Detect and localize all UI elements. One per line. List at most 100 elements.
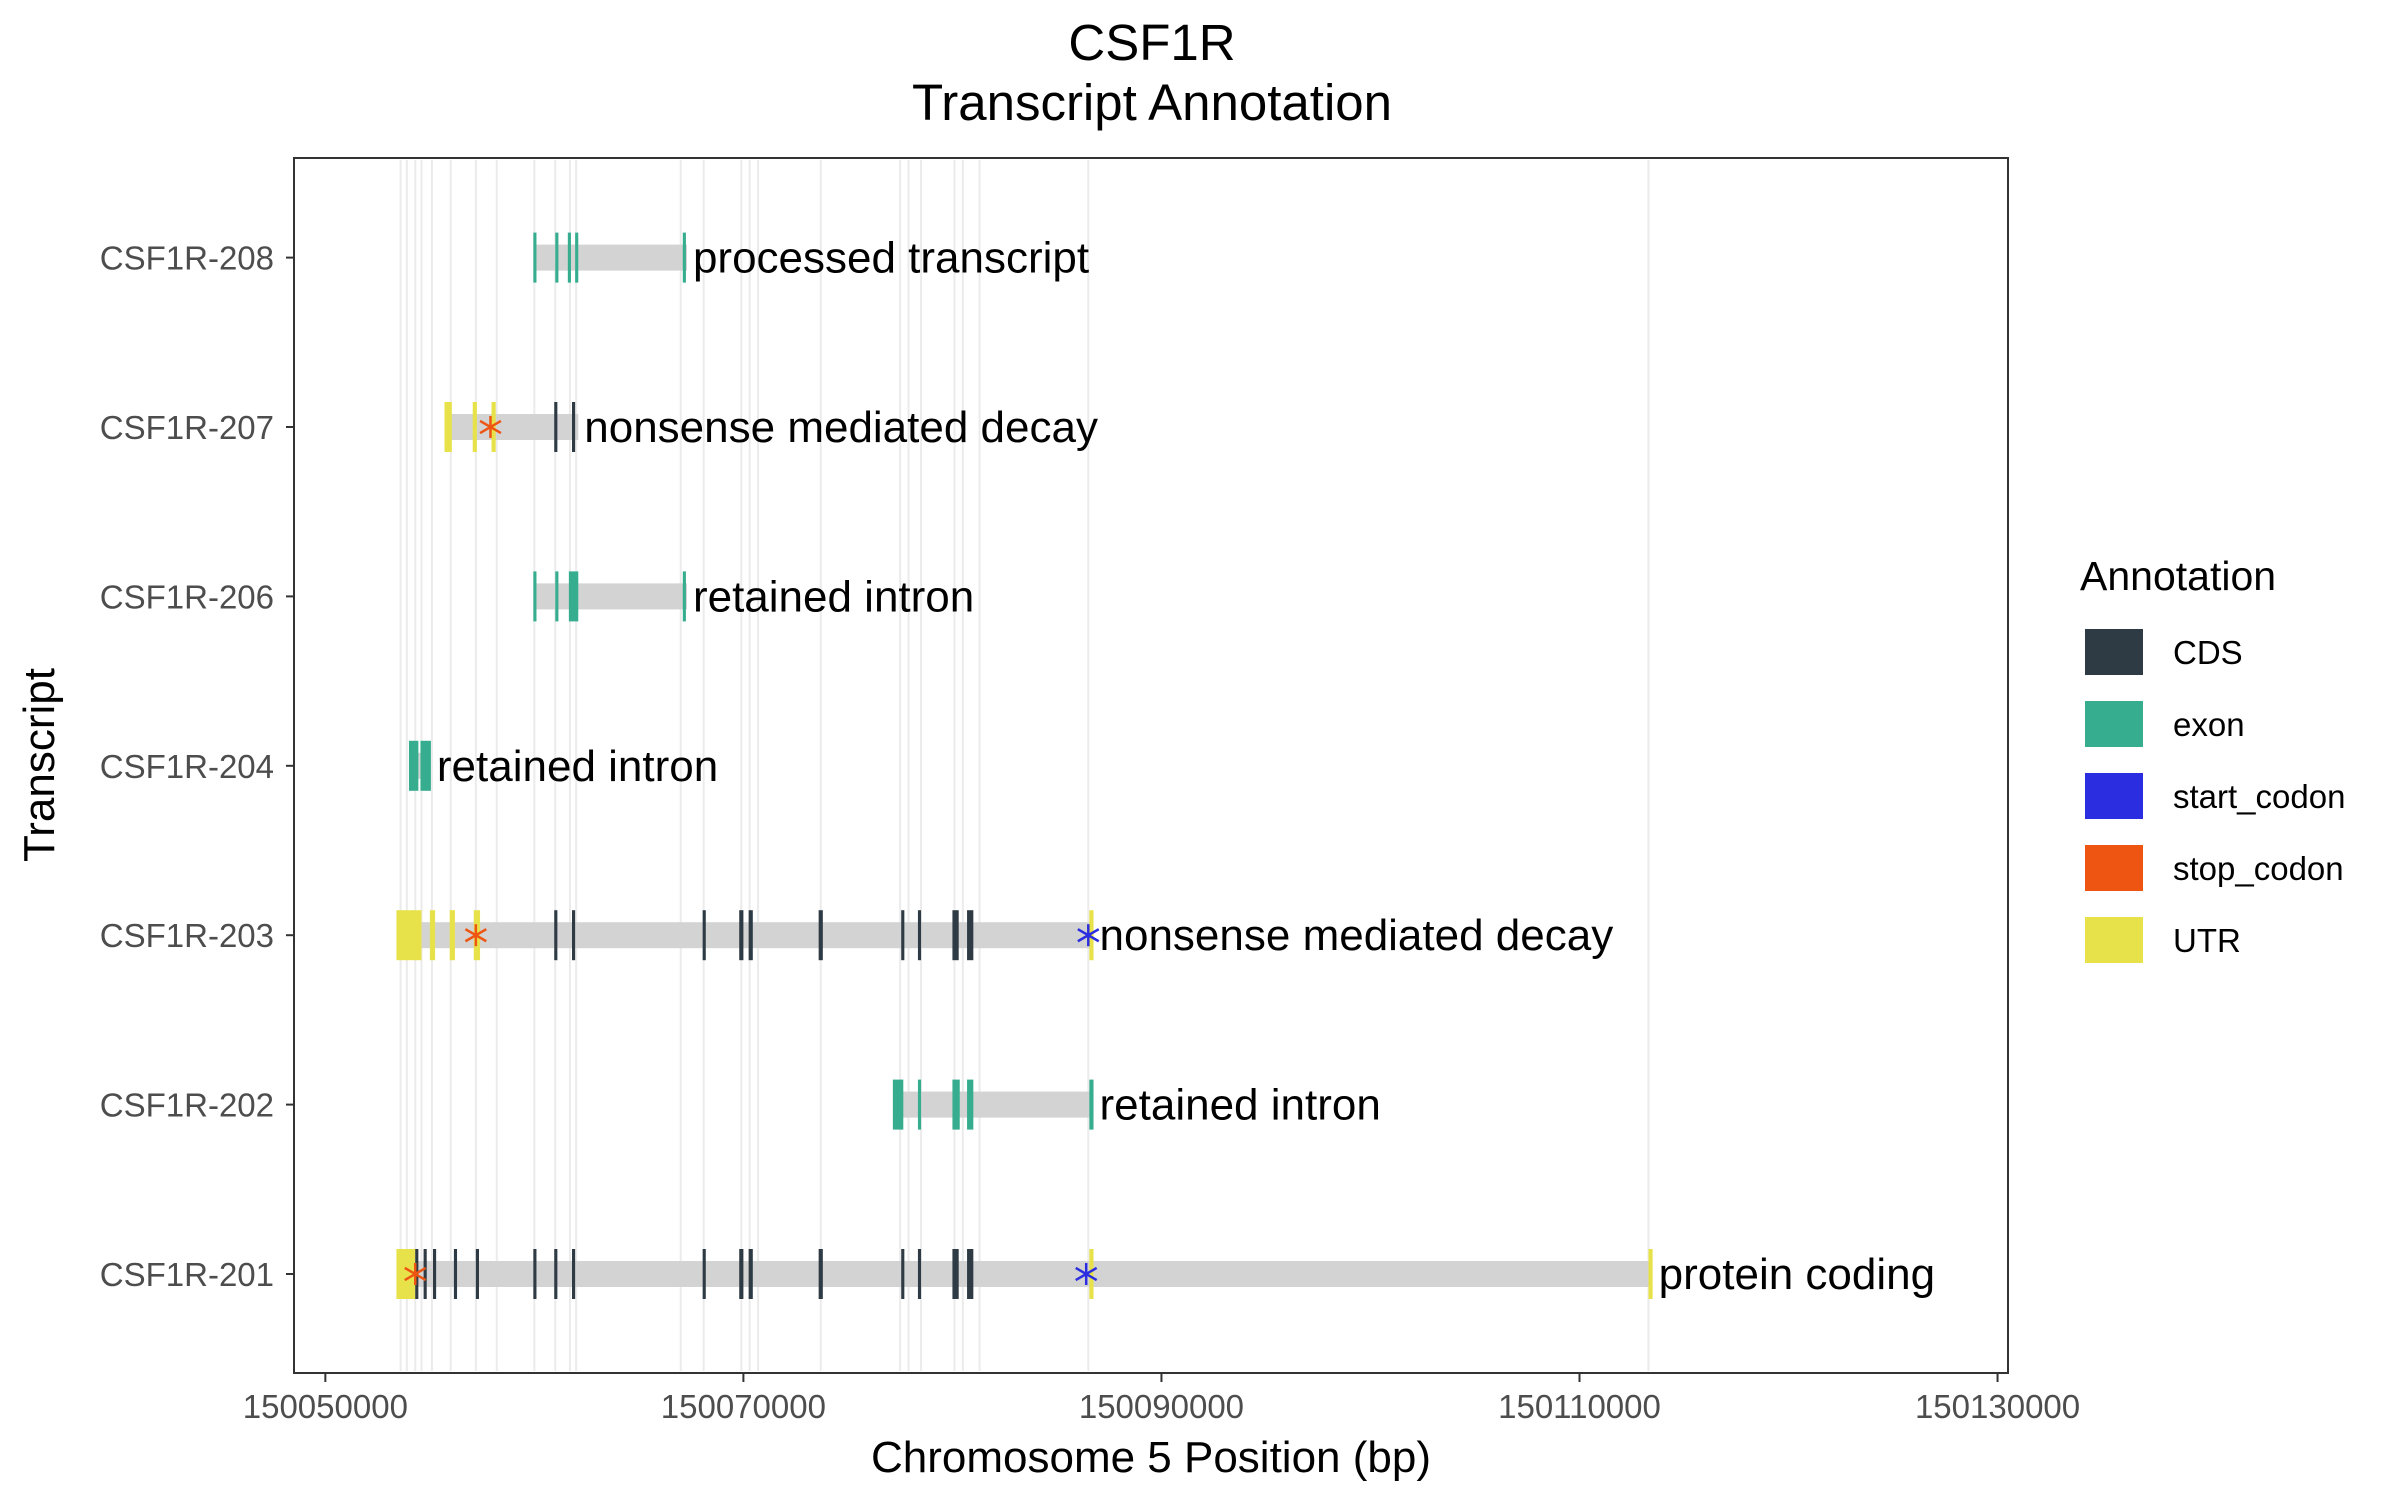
cds-block [952,910,959,961]
cds-block [453,1249,458,1299]
exon-block [917,1079,922,1130]
cds-block [475,1249,479,1299]
cds-block [917,1249,922,1299]
utr-block [396,910,422,961]
utr-block [1089,1249,1094,1299]
cds-block [901,910,905,961]
cds-block [952,1249,959,1299]
y-tick-label: CSF1R-201 [100,1256,274,1293]
x-tick-label: 150070000 [661,1388,826,1425]
utr-block [1648,1249,1653,1299]
start-codon-marker [1077,924,1100,947]
chart-title-line-2: Transcript Annotation [912,74,1392,131]
x-tick-label: 150050000 [243,1388,408,1425]
legend-swatch-utr [2085,917,2143,963]
stop-codon-marker [404,1263,427,1285]
exon-block [408,740,419,791]
intron-bar [398,922,1093,949]
utr-block [396,1249,416,1299]
marker-stroke [479,419,502,435]
y-tick-label: CSF1R-208 [100,240,274,277]
y-tick-label: CSF1R-203 [100,917,274,954]
marker-stroke [464,928,487,943]
y-tick-label: CSF1R-202 [100,1087,274,1124]
exon-block [420,740,431,791]
x-tick-label: 150090000 [1079,1388,1244,1425]
utr-block [449,910,455,961]
cds-block [572,910,576,961]
legend-swatch-start-codon [2085,773,2143,819]
guide-lines [399,160,1650,1371]
exon-block [555,571,559,622]
cds-block [554,910,558,961]
cds-block [423,1249,427,1299]
transcript-biotype-label: processed transcript [693,234,1089,283]
exon-block [952,1079,960,1130]
legend-swatch-exon [2085,701,2143,747]
exon-block [568,571,579,622]
y-axis: CSF1R-208 CSF1R-207 CSF1R-206 CSF1R-204 CSF1… [100,240,294,1293]
transcript-track: nonsense mediated decay [444,402,1098,452]
y-axis-title: Transcript [15,668,64,862]
intron-bar [895,1091,1093,1118]
utr-block [491,402,496,452]
start-codon-marker [1075,1263,1098,1285]
cds-block [748,910,753,961]
cds-block [739,1249,744,1299]
cds-block [433,1249,437,1299]
legend-title: Annotation [2080,553,2276,599]
y-tick-label: CSF1R-204 [100,748,274,785]
cds-block [739,910,744,961]
x-axis-title: Chromosome 5 Position (bp) [871,1433,1431,1482]
cds-block [533,1249,537,1299]
marker-stroke [404,1266,427,1282]
intron-bar [534,583,687,610]
transcript-biotype-label: nonsense mediated decay [584,403,1098,452]
exon-block [567,232,571,283]
transcript-track: retained intron [892,1079,1381,1130]
exon-block [892,1079,904,1130]
exon-block [967,1079,974,1130]
legend-label: CDS [2173,634,2243,671]
intron-bar [534,244,687,271]
utr-block [444,402,452,452]
transcript-biotype-label: nonsense mediated decay [1100,911,1614,960]
x-axis: 150050000 150070000 150090000 150110000 1501… [243,1373,2080,1425]
legend-swatch-stop-codon [2085,845,2143,891]
cds-block [967,1249,974,1299]
cds-block [917,910,922,961]
stop-codon-marker [464,924,487,947]
cds-block [572,1249,576,1299]
exon-block [682,571,686,622]
utr-block [1089,910,1094,961]
cds-block [702,910,706,961]
legend-label: start_codon [2173,778,2345,815]
cds-block [818,910,823,961]
cds-block [748,1249,753,1299]
legend-label: UTR [2173,922,2241,959]
cds-block [554,402,558,452]
exon-block [533,571,537,622]
stop-codon-marker [479,416,502,438]
exon-block [682,232,686,283]
cds-block [554,1249,558,1299]
chart-title-line-1: CSF1R [1068,14,1235,71]
x-tick-label: 150110000 [1498,1388,1661,1425]
exon-block [1089,1079,1094,1130]
transcript-biotype-label: protein coding [1659,1250,1935,1299]
cds-block [901,1249,905,1299]
cds-block [702,1249,706,1299]
utr-block [429,910,436,961]
transcript-track: processed transcript [533,232,1089,283]
intron-bar [398,1261,1651,1287]
legend: Annotation CDS exon start_codon stop_codon U… [2080,553,2345,963]
marker-stroke [1077,928,1100,943]
transcript-track: protein coding [396,1249,1935,1299]
cds-block [572,402,576,452]
legend-swatch-cds [2085,629,2143,675]
transcript-track: retained intron [408,740,718,791]
x-tick-label: 150130000 [1915,1388,2080,1425]
exon-block [555,232,559,283]
transcript-tracks: processed transcript nonsense mediated de… [396,232,1935,1299]
